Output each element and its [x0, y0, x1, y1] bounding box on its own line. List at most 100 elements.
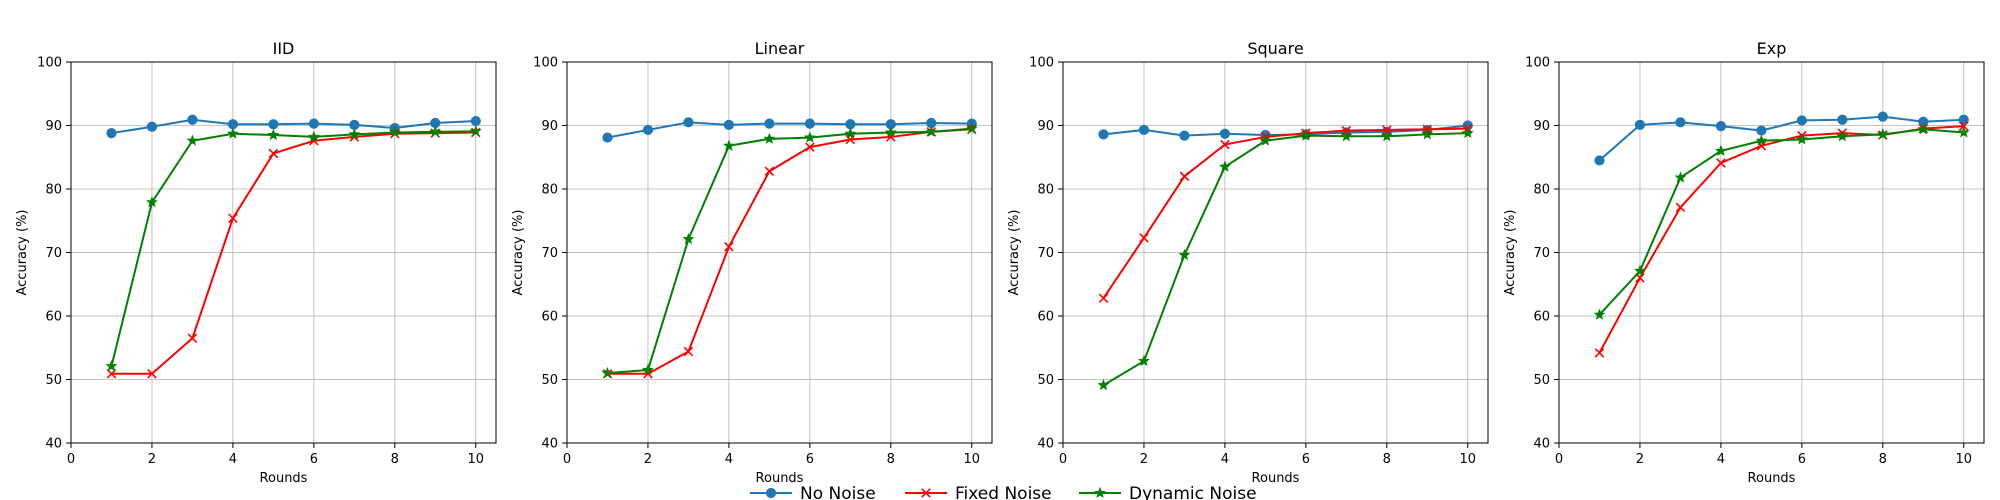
y-tick-label: 80	[45, 183, 62, 198]
legend-marker	[765, 487, 777, 499]
series-fixed-noise	[602, 124, 977, 379]
x-tick-label: 6	[1302, 452, 1310, 467]
data-point	[1634, 264, 1646, 276]
series-fixed-noise	[1594, 121, 1969, 358]
data-point	[105, 359, 118, 372]
series-no-noise	[1594, 111, 1969, 166]
series-line	[607, 128, 972, 375]
x-tick-label: 2	[1636, 452, 1644, 467]
series-fixed-noise	[106, 127, 481, 379]
data-point	[267, 128, 280, 141]
y-tick-label: 50	[1533, 373, 1550, 388]
y-tick-label: 100	[533, 56, 558, 71]
data-point	[1593, 308, 1606, 320]
data-point	[1715, 121, 1727, 132]
data-point	[187, 333, 198, 343]
data-point	[1138, 124, 1150, 136]
data-point	[1098, 129, 1109, 140]
y-tick-label: 80	[1533, 183, 1550, 198]
y-tick-label: 70	[1037, 246, 1054, 261]
y-tick-label: 40	[541, 437, 558, 452]
data-point	[1138, 354, 1150, 367]
x-tick-label: 8	[887, 452, 895, 467]
data-point	[683, 346, 694, 357]
data-point	[1634, 119, 1646, 130]
data-point	[227, 119, 239, 130]
x-tick-label: 0	[1059, 452, 1067, 467]
series-no-noise	[106, 114, 481, 139]
data-point	[1917, 123, 1930, 135]
y-tick-label: 90	[45, 119, 62, 134]
data-point	[803, 131, 816, 143]
data-point	[268, 148, 279, 159]
data-point	[884, 126, 897, 138]
legend-label: No Noise	[800, 484, 876, 500]
legend-item-no-noise: No Noise	[750, 484, 876, 500]
data-point	[1674, 171, 1687, 183]
y-tick-label: 90	[1037, 119, 1054, 134]
data-point	[1877, 111, 1888, 122]
data-point	[268, 119, 279, 130]
y-tick-label: 60	[1533, 310, 1550, 325]
data-point	[1958, 114, 1969, 125]
data-point	[844, 127, 857, 139]
y-tick-label: 60	[1037, 310, 1054, 325]
data-point	[1218, 160, 1231, 172]
x-tick-label: 6	[310, 452, 318, 467]
x-tick-label: 6	[1798, 452, 1806, 467]
x-tick-label: 10	[1955, 452, 1972, 467]
data-point	[186, 134, 199, 146]
y-tick-label: 100	[1029, 56, 1054, 71]
data-point	[1594, 155, 1605, 166]
y-tick-label: 50	[45, 373, 62, 388]
legend-label: Dynamic Noise	[1129, 484, 1257, 500]
y-tick-label: 90	[1533, 119, 1550, 134]
y-tick-label: 50	[1037, 373, 1054, 388]
series-no-noise	[602, 117, 977, 143]
y-tick-label: 100	[37, 56, 62, 71]
data-point	[1299, 129, 1312, 141]
series-dynamic-noise	[601, 122, 978, 379]
data-point	[1340, 130, 1353, 142]
data-point	[1178, 248, 1191, 261]
data-point	[1461, 126, 1474, 139]
data-point	[805, 142, 815, 152]
series-line	[110, 130, 476, 367]
data-point	[146, 196, 158, 208]
x-axis-label: Rounds	[1252, 471, 1300, 486]
data-point	[642, 363, 654, 376]
data-point	[642, 124, 654, 136]
y-axis-label: Accuracy (%)	[511, 210, 526, 296]
x-tick-label: 10	[467, 452, 484, 467]
y-tick-label: 60	[45, 310, 62, 325]
data-point	[1421, 128, 1434, 140]
data-point	[925, 125, 938, 137]
data-point	[1098, 293, 1109, 303]
y-axis-label: Accuracy (%)	[15, 210, 30, 296]
data-point	[1382, 125, 1392, 135]
x-tick-label: 8	[1383, 452, 1391, 467]
x-tick-label: 10	[1459, 452, 1476, 467]
data-point	[1958, 121, 1969, 131]
data-point	[845, 119, 856, 130]
data-point	[187, 114, 198, 125]
data-point	[1139, 233, 1149, 243]
data-point	[724, 242, 734, 252]
data-point	[683, 117, 694, 128]
y-tick-label: 80	[541, 183, 558, 198]
data-point	[1836, 130, 1849, 142]
data-point	[1756, 125, 1767, 136]
data-point	[682, 232, 695, 245]
subplot-linear: 0 2 4 6 8 10 40 50 60 70 80 90 100 Linear Rounds Accura…	[511, 39, 993, 486]
subplot-title: Linear	[755, 39, 805, 58]
data-point	[1755, 134, 1768, 146]
y-axis-label: Accuracy (%)	[1007, 210, 1022, 296]
x-tick-label: 10	[963, 452, 980, 467]
series-line	[1598, 128, 1964, 316]
subplot-title: Exp	[1757, 39, 1787, 58]
legend-marker	[921, 488, 931, 498]
data-point	[1380, 130, 1393, 142]
subplot-square: 0 2 4 6 8 10 40 50 60 70 80 90 100 Square Rounds Accura…	[1007, 39, 1489, 486]
data-point	[764, 166, 775, 176]
